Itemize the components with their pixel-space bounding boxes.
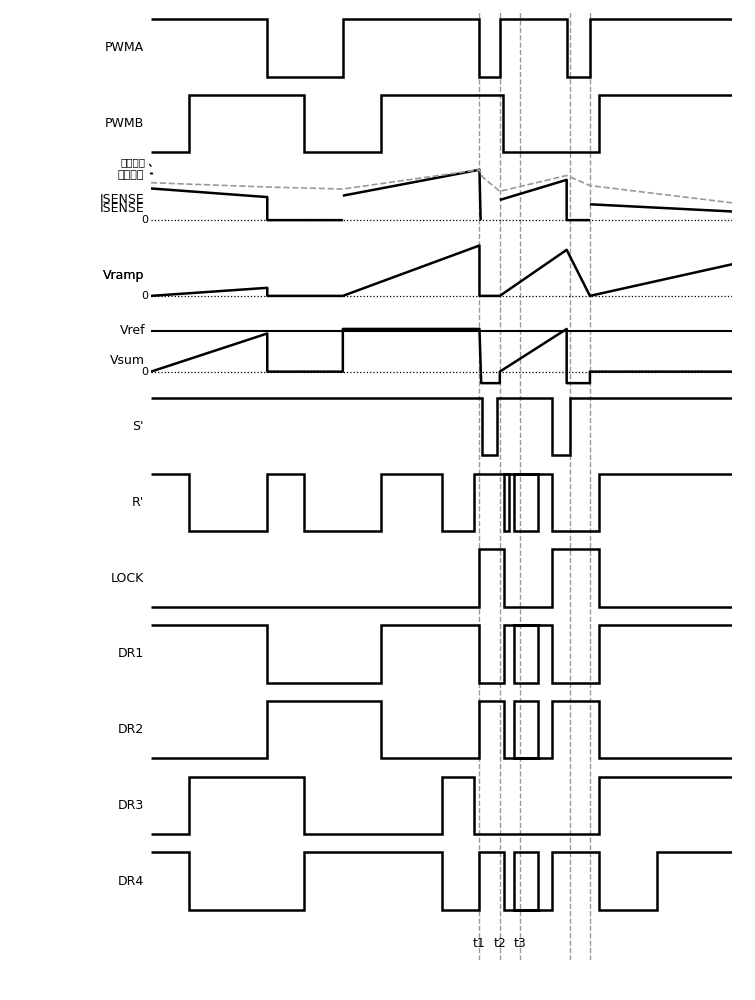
Text: Vsum: Vsum — [110, 354, 145, 367]
Text: PWMB: PWMB — [105, 117, 144, 130]
Text: DR2: DR2 — [118, 723, 144, 736]
Text: Vramp: Vramp — [103, 269, 144, 282]
Text: Vref: Vref — [119, 324, 145, 337]
Text: Vramp: Vramp — [103, 269, 144, 282]
Text: S': S' — [133, 420, 144, 433]
Text: DR4: DR4 — [118, 875, 144, 888]
Text: ISENSE: ISENSE — [99, 193, 144, 206]
Text: t2: t2 — [494, 937, 506, 950]
Text: PWMA: PWMA — [105, 41, 144, 54]
Text: 电感电流: 电感电流 — [118, 170, 144, 180]
Text: LOCK: LOCK — [111, 572, 144, 585]
Text: DR1: DR1 — [118, 647, 144, 660]
Text: t1: t1 — [473, 937, 485, 950]
Text: 电感电流: 电感电流 — [120, 157, 145, 167]
Text: DR3: DR3 — [118, 799, 144, 812]
Text: R': R' — [132, 496, 144, 509]
Text: t3: t3 — [514, 937, 526, 950]
Text: 0: 0 — [141, 291, 148, 301]
Text: 0: 0 — [141, 215, 148, 225]
Text: 0: 0 — [141, 367, 148, 377]
Text: ISENSE: ISENSE — [99, 202, 144, 215]
